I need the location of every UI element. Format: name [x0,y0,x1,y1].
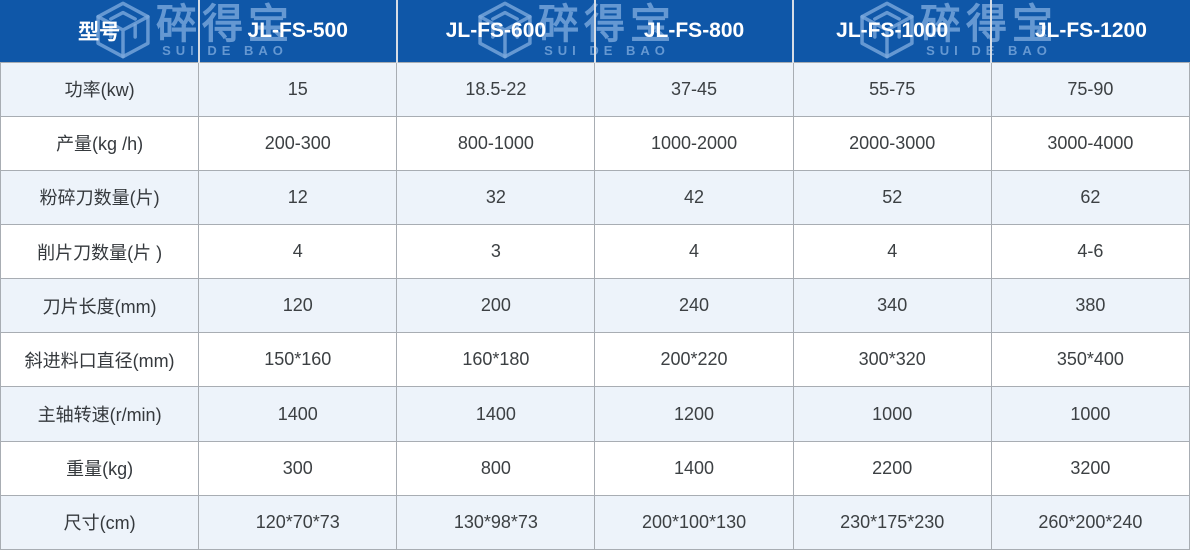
table-row-inlet-diameter: 斜进料口直径(mm) 150*160 160*180 200*220 300*3… [0,332,1190,388]
row-label-cell: 刀片长度(mm) [0,278,200,334]
value-cell: 62 [990,169,1190,225]
value-cell: 380 [990,278,1190,334]
value-cell: 130*98*73 [396,494,596,550]
value-cell: 200-300 [198,115,398,171]
model-header-cell: JL-FS-600 [395,0,595,62]
value-cell: 2000-3000 [792,115,992,171]
value-cell: 37-45 [594,61,794,117]
header-row: 型号 JL-FS-500 JL-FS-600 JL-FS-800 JL-FS-1… [1,0,1190,62]
value-cell: 4-6 [990,223,1190,280]
value-cell: 2200 [792,440,992,496]
row-label-cell: 尺寸(cm) [0,494,200,550]
value-cell: 230*175*230 [792,494,992,550]
value-cell: 150*160 [198,332,398,388]
value-cell: 340 [792,278,992,334]
table-row-power: 功率(kw) 15 18.5-22 37-45 55-75 75-90 [0,61,1190,117]
value-cell: 3000-4000 [990,115,1190,171]
row-label-cell: 斜进料口直径(mm) [0,332,200,388]
value-cell: 15 [198,61,398,117]
value-cell: 160*180 [396,332,596,388]
value-cell: 4 [594,223,794,280]
value-cell: 42 [594,169,794,225]
table-row-weight: 重量(kg) 300 800 1400 2200 3200 [0,440,1190,496]
value-cell: 3200 [990,440,1190,496]
table-row-spindle-speed: 主轴转速(r/min) 1400 1400 1200 1000 1000 [0,386,1190,442]
row-label-cell: 削片刀数量(片 ) [0,223,200,280]
value-cell: 52 [792,169,992,225]
table-row-crush-blades: 粉碎刀数量(片) 12 32 42 52 62 [0,169,1190,225]
row-label-cell: 主轴转速(r/min) [0,386,200,442]
row-label-cell: 功率(kw) [0,61,200,117]
corner-header-cell: 型号 [78,20,121,44]
value-cell: 4 [792,223,992,280]
value-cell: 75-90 [990,61,1190,117]
value-cell: 1400 [198,386,398,442]
value-cell: 300*320 [792,332,992,388]
value-cell: 1000 [792,386,992,442]
model-header-cell: JL-FS-1000 [792,0,992,62]
row-label-cell: 重量(kg) [0,440,200,496]
value-cell: 800-1000 [396,115,596,171]
value-cell: 18.5-22 [396,61,596,117]
value-cell: 3 [396,223,596,280]
row-label-cell: 产量(kg /h) [0,115,200,171]
value-cell: 1400 [594,440,794,496]
value-cell: 200 [396,278,596,334]
table-row-dimensions: 尺寸(cm) 120*70*73 130*98*73 200*100*130 2… [0,494,1190,550]
row-label-cell: 粉碎刀数量(片) [0,169,200,225]
table-row-chip-blades: 削片刀数量(片 ) 4 3 4 4 4-6 [0,223,1190,280]
value-cell: 240 [594,278,794,334]
value-cell: 300 [198,440,398,496]
value-cell: 260*200*240 [990,494,1190,550]
value-cell: 350*400 [990,332,1190,388]
value-cell: 120 [198,278,398,334]
value-cell: 200*100*130 [594,494,794,550]
table-row-blade-length: 刀片长度(mm) 120 200 240 340 380 [0,278,1190,334]
value-cell: 1400 [396,386,596,442]
value-cell: 12 [198,169,398,225]
value-cell: 1000 [990,386,1190,442]
value-cell: 55-75 [792,61,992,117]
value-cell: 32 [396,169,596,225]
value-cell: 1000-2000 [594,115,794,171]
value-cell: 200*220 [594,332,794,388]
value-cell: 800 [396,440,596,496]
value-cell: 120*70*73 [198,494,398,550]
table-row-output: 产量(kg /h) 200-300 800-1000 1000-2000 200… [0,115,1190,171]
model-header-cell: JL-FS-800 [593,0,794,62]
value-cell: 4 [198,223,398,280]
value-cell: 1200 [594,386,794,442]
model-header-cell: JL-FS-1200 [990,0,1190,62]
model-header-cell: JL-FS-500 [197,0,397,62]
